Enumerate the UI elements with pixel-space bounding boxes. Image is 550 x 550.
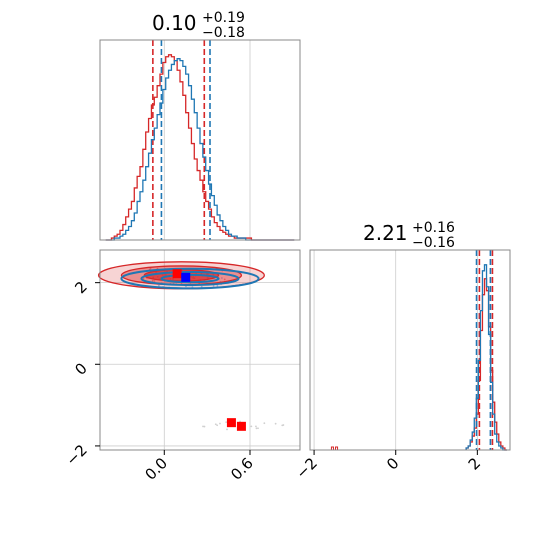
- ytick-label-param2: 2: [71, 278, 90, 297]
- scatter-point: [225, 421, 228, 424]
- scatter-point: [142, 277, 145, 280]
- xtick-label-param1: 0.0: [142, 454, 172, 484]
- scatter-point: [200, 285, 203, 288]
- frames-layer: [99, 39, 511, 451]
- truth-marker-1: [181, 272, 191, 282]
- scatter-point: [153, 280, 156, 282]
- contour-1-level-1: [140, 271, 240, 287]
- scatter-point: [212, 285, 215, 287]
- scatter-point: [223, 278, 226, 281]
- scatter-point: [255, 427, 258, 430]
- scatter-point: [151, 279, 154, 282]
- hist-param2-series-0-step: [465, 278, 507, 451]
- truth-marker-2: [226, 418, 236, 428]
- tick-labels: 0.0 0.6 −2 0 2 −2 0 2: [62, 278, 484, 484]
- title-param2-upper: +0.16: [412, 220, 455, 236]
- scatter-point: [216, 284, 219, 287]
- scatter-point: [250, 425, 253, 428]
- scatter-point: [281, 424, 284, 427]
- ytick-label-param2: −2: [62, 441, 90, 469]
- scatter-point: [226, 428, 228, 431]
- xtick-label-param2: −2: [293, 454, 321, 482]
- scatter-point: [263, 422, 266, 425]
- title-param2-lower: −0.16: [412, 235, 455, 251]
- truth-marker-3: [236, 421, 246, 431]
- title-param1-upper: +0.19: [202, 10, 245, 26]
- xtick-label-param1: 0.6: [227, 454, 257, 484]
- hist-param1-frame: [99, 39, 301, 241]
- title-param1-lower: −0.18: [202, 25, 245, 41]
- scatter-point: [257, 427, 259, 430]
- scatter-point: [255, 425, 257, 428]
- hist-param1-series-0-step: [105, 54, 295, 241]
- scatter-point: [149, 267, 152, 270]
- hist-param2-frame: [309, 249, 511, 451]
- scatter-point: [203, 425, 206, 428]
- title-param2-value: 2.21: [363, 221, 408, 245]
- data-layer: [97, 40, 507, 451]
- scatter-point: [157, 284, 160, 287]
- joint-frame: [99, 249, 301, 451]
- scatter-point: [219, 422, 221, 425]
- xtick-label-param2: 2: [465, 454, 484, 473]
- hist-param2-series-1-step: [465, 264, 507, 451]
- scatter-point: [220, 277, 223, 279]
- title-param1-value: 0.10: [152, 11, 197, 35]
- hist-param1-series-1-step: [105, 58, 295, 241]
- contour-1-level-0: [120, 267, 260, 290]
- scatter-point: [202, 425, 204, 428]
- scatter-point: [274, 422, 277, 425]
- xtick-label-param2: 0: [383, 454, 402, 473]
- ytick-label-param2: 0: [71, 359, 90, 378]
- scatter-point: [214, 423, 217, 426]
- truth-marker-0: [172, 269, 182, 279]
- scatter-point: [216, 424, 219, 427]
